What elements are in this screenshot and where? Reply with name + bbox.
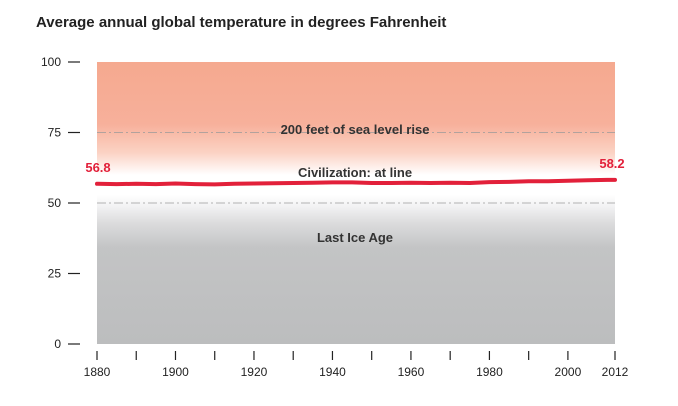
band-label: Last Ice Age bbox=[317, 230, 393, 245]
temperature-series-line bbox=[95, 177, 617, 187]
x-tick-label: 1880 bbox=[84, 365, 111, 379]
value-annotation: 58.2 bbox=[599, 156, 624, 171]
x-tick-label: 2012 bbox=[602, 365, 629, 379]
y-tick-label: 100 bbox=[41, 55, 61, 69]
x-tick-label: 1960 bbox=[398, 365, 425, 379]
chart-title: Average annual global temperature in deg… bbox=[36, 14, 447, 31]
x-tick-label: 1940 bbox=[319, 365, 346, 379]
x-tick-label: 1980 bbox=[476, 365, 503, 379]
x-tick-label: 2000 bbox=[555, 365, 582, 379]
y-tick-label: 75 bbox=[48, 126, 62, 140]
value-annotation: 56.8 bbox=[85, 160, 110, 175]
band-label: Civilization: at line bbox=[298, 165, 412, 180]
x-tick-label: 1900 bbox=[162, 365, 189, 379]
x-tick-label: 1920 bbox=[241, 365, 268, 379]
band-label: 200 feet of sea level rise bbox=[281, 122, 430, 137]
y-tick-label: 0 bbox=[54, 337, 61, 351]
y-tick-label: 25 bbox=[48, 267, 62, 281]
y-tick-label: 50 bbox=[48, 196, 62, 210]
